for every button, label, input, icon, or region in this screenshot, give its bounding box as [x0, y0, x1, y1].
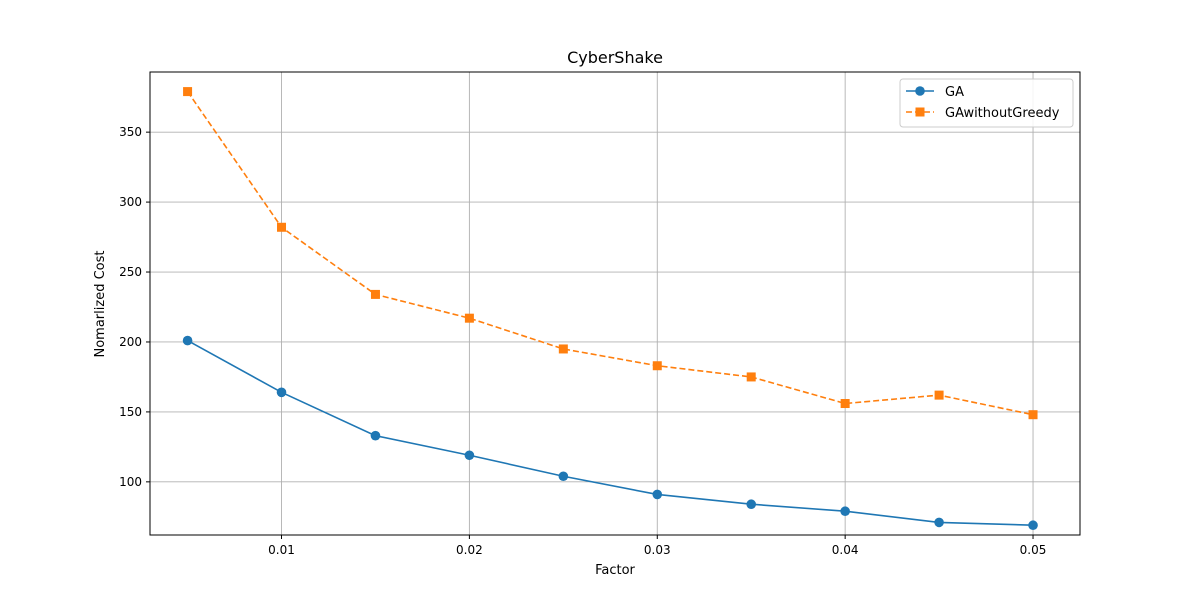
data-point [464, 313, 474, 323]
data-point [1028, 410, 1038, 420]
series-lines [182, 87, 1038, 531]
chart-title: CyberShake [567, 48, 663, 67]
data-point [558, 471, 569, 482]
data-point [1028, 520, 1038, 531]
data-point [183, 87, 193, 97]
x-tick-label: 0.05 [1020, 543, 1047, 557]
series-GA [182, 335, 1038, 531]
data-point [840, 399, 850, 409]
legend-item: GAwithoutGreedy [906, 106, 1060, 121]
y-tick-label: 300 [119, 195, 142, 209]
y-axis-label: Nomarlized Cost [93, 251, 108, 358]
y-tick-label: 100 [119, 475, 142, 489]
x-tick-label: 0.03 [644, 543, 671, 557]
legend: GA GAwithoutGreedy [899, 78, 1074, 128]
y-tick-label: 350 [119, 125, 142, 139]
data-point [652, 361, 662, 371]
legend-label: GAwithoutGreedy [945, 106, 1060, 121]
legend-marker [915, 107, 925, 117]
series-line [186, 91, 1034, 416]
legend-marker [915, 86, 925, 96]
series-line [187, 339, 1034, 527]
data-point [746, 499, 757, 510]
legend-box [899, 78, 1074, 128]
data-point [934, 390, 944, 400]
data-point [558, 344, 568, 354]
y-tick-label: 200 [119, 335, 142, 349]
data-point [182, 335, 193, 346]
data-point [370, 430, 381, 441]
grid-lines [150, 72, 1080, 535]
y-tick-label: 150 [119, 405, 142, 419]
plot-area-frame [149, 71, 1081, 536]
data-point [276, 387, 287, 398]
data-point [652, 489, 663, 500]
x-tick-label: 0.02 [456, 543, 483, 557]
x-tick-label: 0.01 [268, 543, 295, 557]
legend-label: GA [945, 85, 964, 100]
legend-item: GA [906, 85, 964, 100]
series-GAwithoutGreedy [183, 87, 1038, 420]
data-point [934, 517, 944, 528]
x-tick-label: 0.04 [832, 543, 859, 557]
axis-ticks: 0.01 0.02 0.03 0.04 0.05 100 150 200 250 300 350 [119, 125, 1046, 557]
data-point [464, 450, 475, 461]
data-point [370, 289, 380, 299]
data-point [277, 222, 287, 232]
x-axis-label: Factor [595, 563, 635, 578]
y-tick-label: 250 [119, 265, 142, 279]
data-point [840, 506, 850, 517]
data-point [746, 372, 756, 382]
